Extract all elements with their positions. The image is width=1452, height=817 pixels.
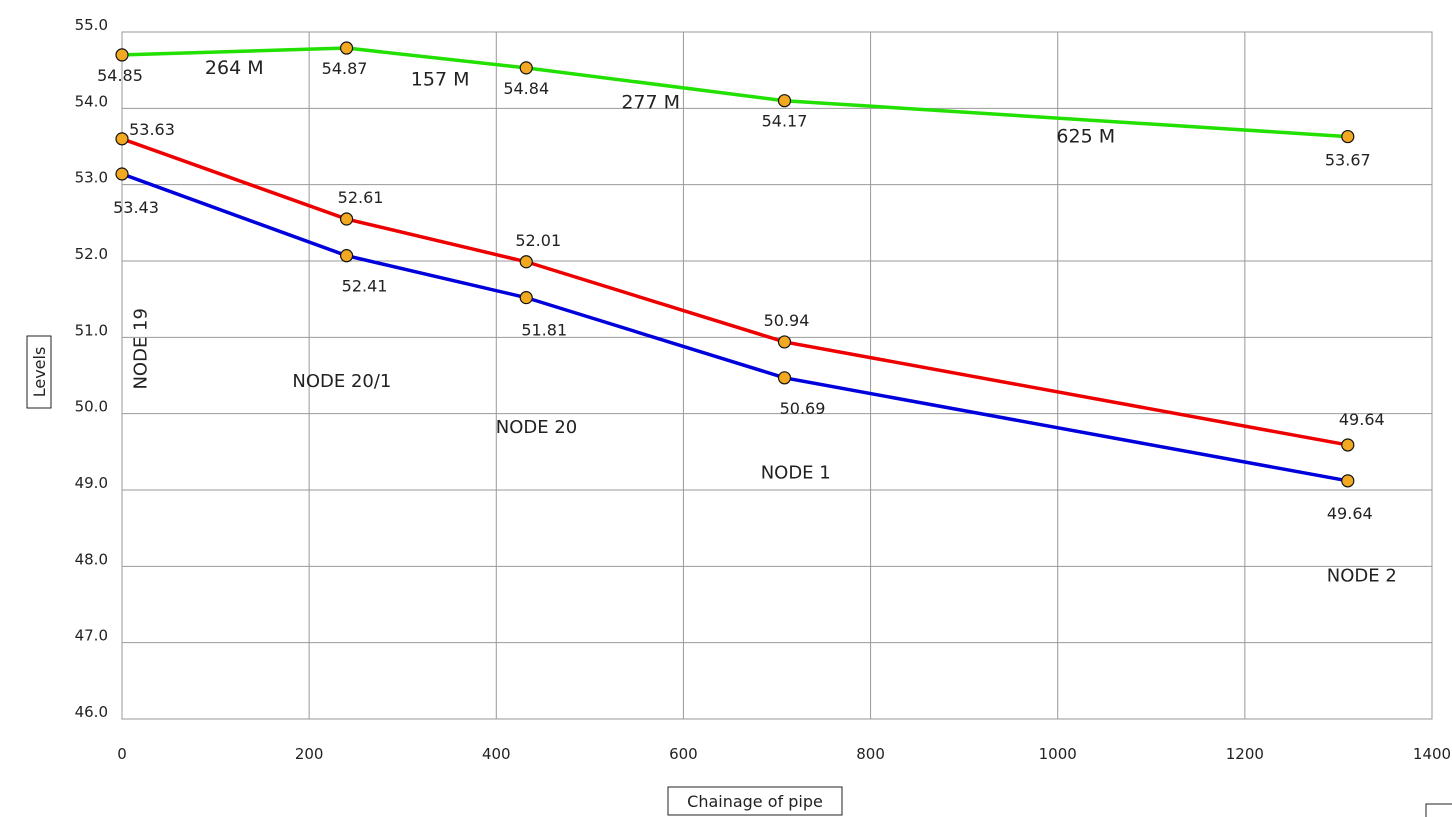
grid (121, 31, 1433, 720)
data-point (1341, 129, 1355, 144)
point-value-label: 49.64 (1339, 410, 1385, 429)
data-point (519, 255, 533, 269)
data-point (777, 94, 792, 108)
y-axis-ticks: 46.0 47.0 48.0 49.0 50.0 51.0 52.0 53.0 54.0 55.0 (75, 16, 108, 721)
point-value-label: 54.85 (97, 66, 143, 85)
y-tick-label: 47.0 (75, 627, 108, 645)
corner-box (1425, 803, 1452, 817)
point-value-label: 50.69 (780, 399, 826, 418)
y-tick-label: 50.0 (75, 398, 108, 416)
y-tick-label: 55.0 (75, 16, 108, 34)
data-point (115, 167, 129, 181)
node-label: NODE 1 (761, 463, 831, 484)
x-tick-label: 800 (856, 745, 885, 763)
data-point (1341, 474, 1355, 488)
x-tick-label: 400 (482, 745, 511, 763)
x-tick-label: 200 (295, 745, 324, 763)
series-line (121, 46, 1348, 139)
x-tick-label: 1400 (1413, 745, 1451, 763)
point-value-label: 52.41 (342, 277, 388, 296)
point-value-label: 53.63 (129, 120, 175, 139)
data-point (115, 132, 129, 146)
y-tick-label: 51.0 (75, 321, 108, 339)
y-axis-title: Levels (26, 335, 52, 409)
y-tick-label: 46.0 (75, 703, 108, 721)
data-point (115, 48, 129, 62)
point-value-label: 54.84 (503, 79, 549, 98)
segment-length-label: 625 M (1056, 126, 1115, 148)
point-value-label: 51.81 (521, 321, 567, 340)
node-label: NODE 20 (496, 417, 578, 438)
segment-length-label: 277 M (621, 91, 680, 113)
point-value-label: 52.01 (515, 231, 561, 250)
segment-length-label: 264 M (205, 57, 264, 79)
y-tick-label: 54.0 (75, 92, 108, 110)
y-tick-label: 48.0 (75, 550, 108, 568)
data-point (777, 371, 792, 385)
point-value-label: 49.64 (1327, 504, 1373, 523)
data-point (519, 291, 533, 305)
data-point (339, 41, 354, 55)
x-axis-label: Chainage of pipe (687, 792, 823, 811)
x-tick-label: 1000 (1039, 745, 1077, 763)
y-axis-label: Levels (30, 347, 49, 398)
data-point (1341, 438, 1355, 452)
x-axis-ticks: 0 200 400 600 800 1000 1200 1400 (117, 745, 1451, 763)
data-point (339, 249, 354, 263)
y-tick-label: 53.0 (75, 169, 108, 187)
data-point (339, 212, 354, 226)
series-lines (115, 41, 1355, 488)
x-tick-label: 600 (669, 745, 698, 763)
point-value-label: 53.67 (1325, 151, 1371, 170)
point-value-label: 52.61 (338, 188, 384, 207)
y-tick-label: 52.0 (75, 245, 108, 263)
x-tick-label: 0 (117, 745, 127, 763)
point-value-label: 50.94 (764, 311, 810, 330)
x-axis-title: Chainage of pipe (667, 786, 843, 816)
point-value-label: 54.87 (322, 59, 368, 78)
node-label: NODE 19 (131, 308, 152, 390)
point-value-label: 53.43 (113, 198, 159, 217)
point-value-label: 54.17 (762, 112, 808, 131)
y-tick-label: 49.0 (75, 474, 108, 492)
data-point (777, 335, 792, 349)
node-label: NODE 2 (1327, 566, 1397, 587)
data-point (519, 61, 533, 75)
annotations: 54.85 54.87 54.84 54.17 53.67 53.63 52.61 52.01… (97, 57, 1397, 587)
segment-length-label: 157 M (411, 68, 470, 90)
node-label: NODE 20/1 (292, 371, 391, 392)
x-tick-label: 1200 (1226, 745, 1264, 763)
